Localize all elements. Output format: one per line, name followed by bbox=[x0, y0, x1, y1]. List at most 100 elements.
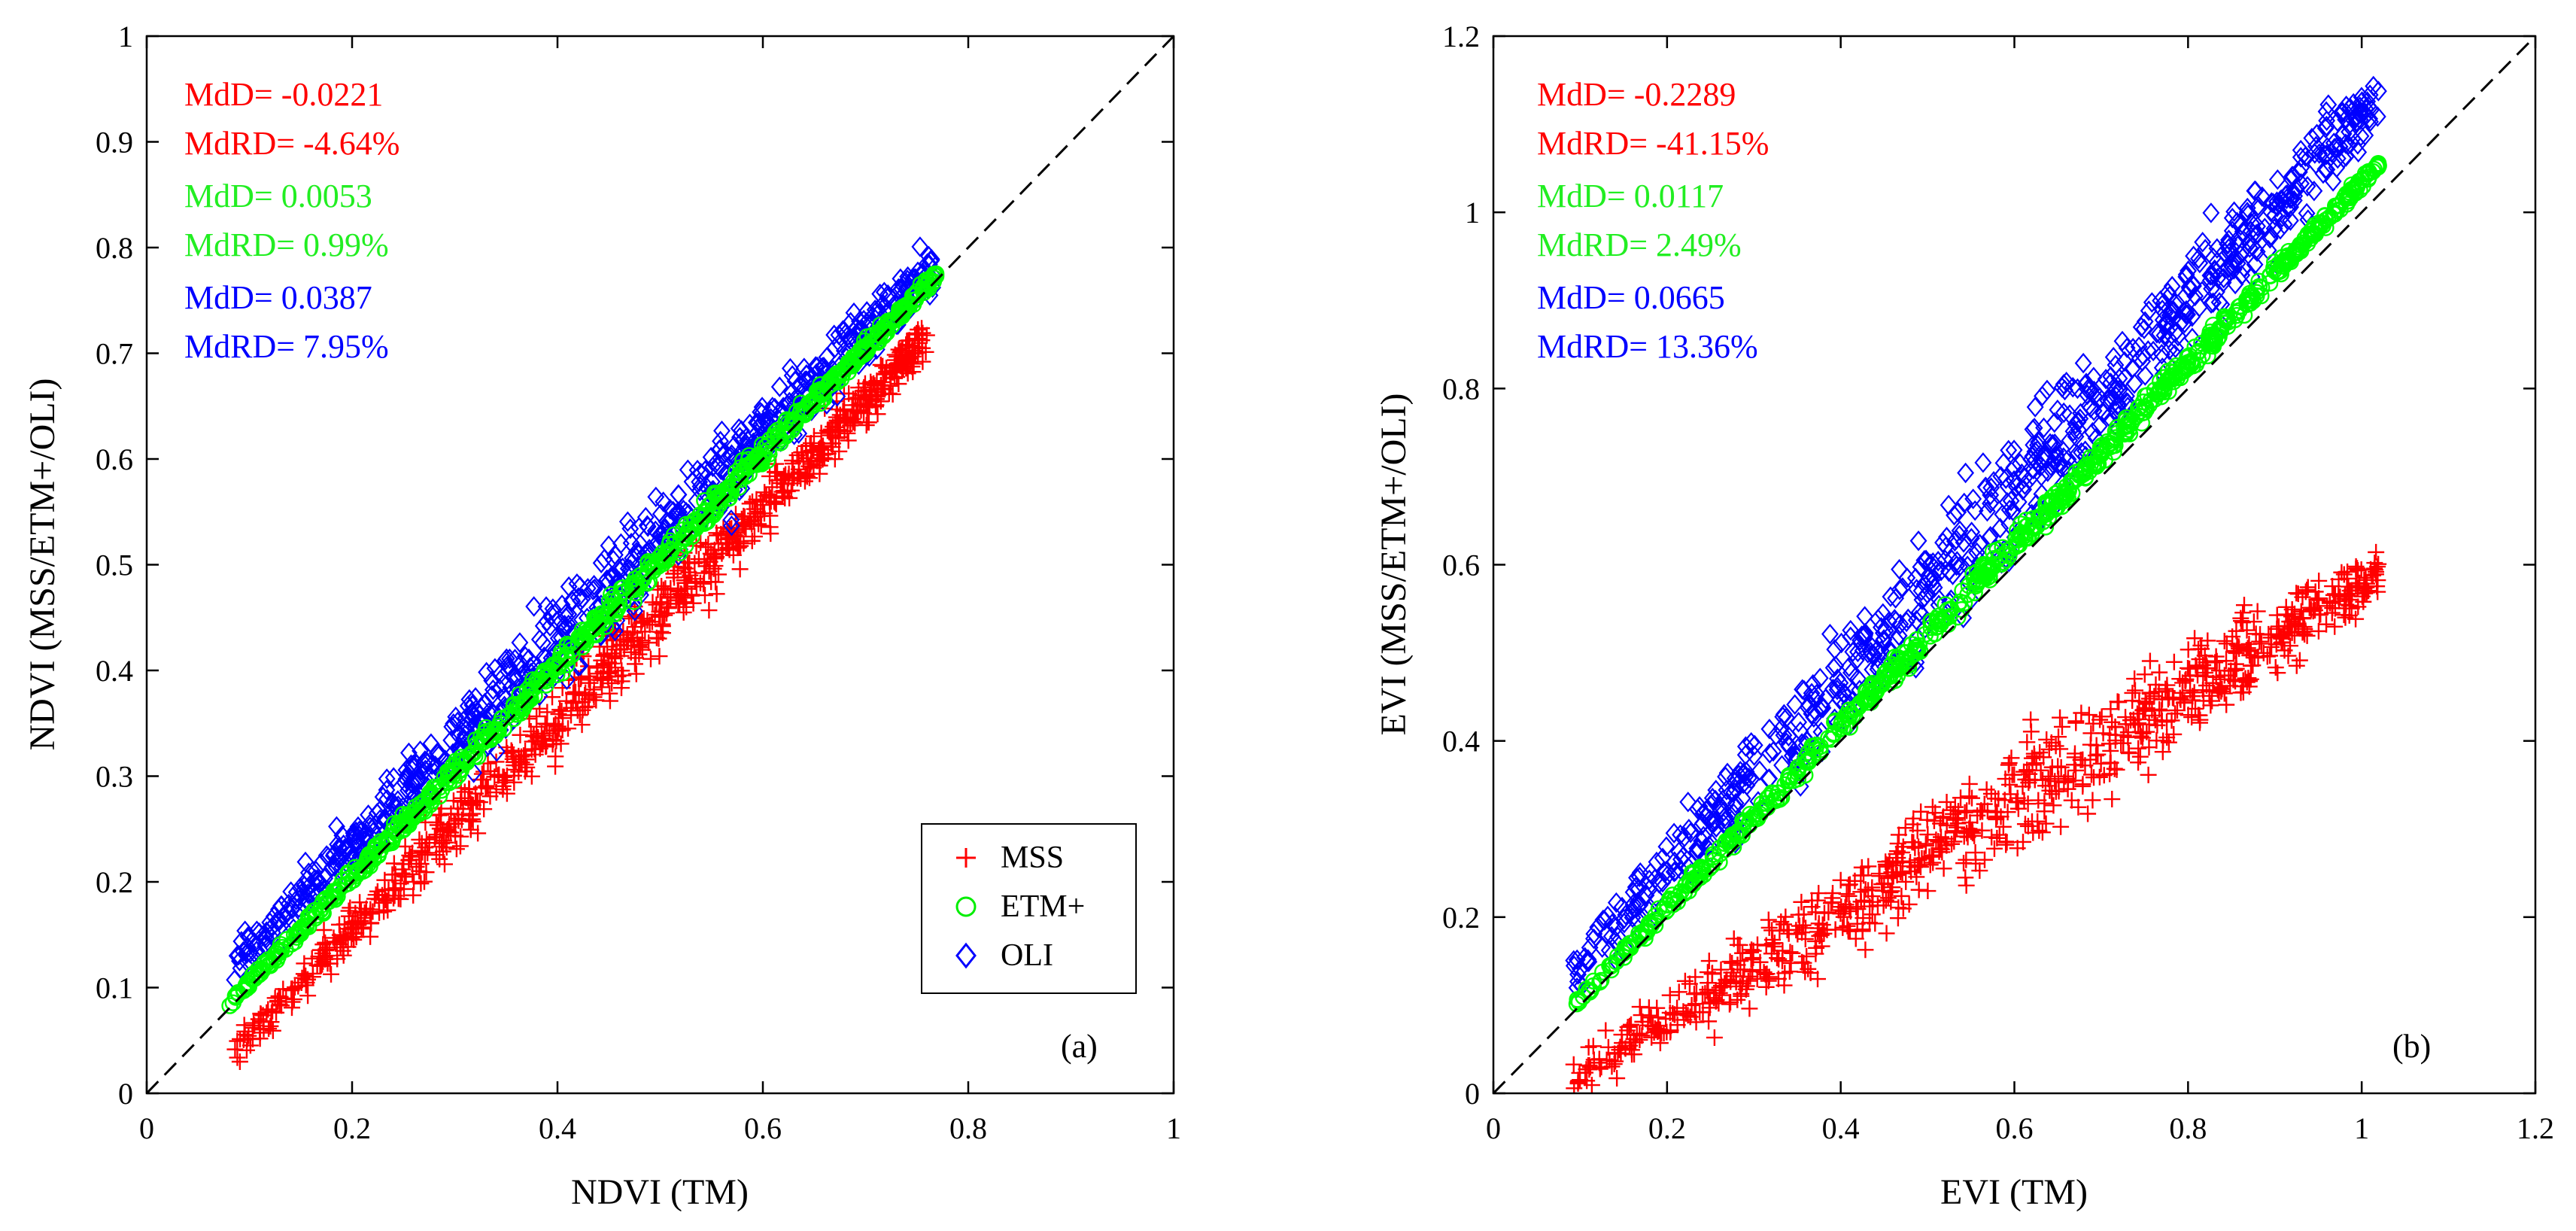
panel-a-mss-point bbox=[870, 383, 887, 400]
panel-b-oli-point bbox=[1937, 536, 1955, 558]
panel-a-etm-point bbox=[826, 371, 843, 389]
panel-a-mss-point bbox=[825, 435, 842, 452]
panel-a-mss-point bbox=[490, 767, 507, 784]
panel-a-etm-point bbox=[360, 846, 378, 863]
panel-a-oli-point bbox=[624, 548, 641, 569]
panel-b-oli-point bbox=[2000, 439, 2018, 461]
panel-b-mss-point bbox=[1703, 965, 1721, 983]
panel-b-etm-point bbox=[1569, 992, 1587, 1010]
panel-b-mss-point bbox=[2032, 761, 2049, 779]
panel-a-mss-point bbox=[772, 475, 789, 492]
panel-a-mss-point bbox=[627, 649, 644, 667]
legend-oli-label: OLI bbox=[1001, 938, 1053, 973]
panel-b-oli-point bbox=[2183, 306, 2201, 327]
panel-a-oli-point bbox=[296, 875, 313, 897]
panel-b-mss-point bbox=[1590, 1054, 1608, 1071]
panel-b-mss-point bbox=[1946, 822, 1964, 840]
panel-b-mss-point bbox=[1631, 1031, 1648, 1048]
panel-a-y-tick-label: 0.1 bbox=[96, 971, 133, 1005]
panel-b-etm-point bbox=[1602, 961, 1620, 979]
panel-a-etm-point bbox=[606, 605, 623, 623]
panel-a-mss-point bbox=[861, 386, 879, 403]
panel-b-etm-point bbox=[2007, 538, 2025, 555]
panel-a-mss-point bbox=[340, 902, 357, 919]
panel-b-mss-point bbox=[2067, 714, 2085, 731]
panel-b-etm-point bbox=[2164, 360, 2183, 378]
panel-a-x-tick-label: 0 bbox=[139, 1111, 154, 1145]
panel-a-mss-point bbox=[822, 421, 840, 438]
panel-a-mss-point bbox=[802, 434, 819, 451]
panel-b-mss-point bbox=[1879, 856, 1897, 874]
panel-b-mss-point bbox=[1919, 826, 1937, 843]
panel-b-oli-point bbox=[2353, 87, 2371, 108]
panel-a-mss-point bbox=[582, 674, 599, 691]
panel-b-oli-point bbox=[1915, 573, 1934, 594]
panel-a-mss-point bbox=[588, 691, 605, 709]
panel-b-mss-point bbox=[2208, 652, 2225, 670]
panel-b-oli-point bbox=[2140, 300, 2158, 321]
panel-b-mss-point bbox=[1653, 1025, 1670, 1042]
panel-b-mss-point bbox=[1751, 962, 1769, 979]
panel-b-mss-point bbox=[1894, 865, 1911, 882]
panel-a-mss-point bbox=[707, 573, 724, 591]
panel-b-mss-point bbox=[2209, 682, 2226, 699]
panel-b-mss-point bbox=[1961, 788, 1978, 805]
panel-b-mss-point bbox=[1701, 999, 1718, 1017]
panel-b-oli-point bbox=[1811, 667, 1829, 688]
panel-a-etm-point bbox=[548, 666, 566, 684]
panel-a-etm-point bbox=[661, 541, 679, 559]
panel-a-oli-point bbox=[571, 576, 589, 597]
panel-a-mss-point bbox=[447, 827, 464, 844]
panel-a-mss-point bbox=[642, 650, 660, 667]
panel-a-etm-point bbox=[229, 985, 248, 1002]
panel-b-oli-point bbox=[1977, 477, 1995, 498]
panel-a-mss-point bbox=[418, 831, 435, 848]
panel-a-mss-point bbox=[385, 855, 402, 872]
panel-b-mss-point bbox=[2318, 616, 2335, 633]
panel-a-mss-point bbox=[894, 339, 911, 357]
panel-b-oli-point bbox=[1578, 951, 1596, 972]
panel-b-etm-point bbox=[2173, 358, 2190, 375]
panel-b-etm-point bbox=[2107, 429, 2125, 446]
panel-b-mss-point bbox=[1897, 819, 1914, 837]
panel-b-oli-point bbox=[2110, 368, 2128, 389]
panel-b-mss-point bbox=[1877, 853, 1894, 871]
panel-a-mss-point bbox=[375, 894, 392, 911]
panel-b-mss-point bbox=[2234, 614, 2251, 631]
panel-b-mss-point bbox=[1874, 882, 1891, 899]
panel-b-mss-point bbox=[2119, 724, 2137, 741]
panel-b-oli-point bbox=[1736, 736, 1754, 757]
legend-etm-marker bbox=[955, 896, 977, 917]
panel-b-mss-point bbox=[1648, 999, 1666, 1017]
panel-a-mss-point bbox=[790, 453, 807, 470]
panel-a-oli-point bbox=[307, 860, 325, 882]
panel-a-oli-point bbox=[263, 917, 281, 938]
panel-a-mss-point bbox=[596, 646, 613, 664]
panel-a-mss-point bbox=[374, 886, 391, 904]
panel-a-etm-point bbox=[869, 333, 886, 351]
panel-a-mss-point bbox=[872, 380, 889, 397]
panel-b-oli-point bbox=[2072, 403, 2090, 424]
panel-b-oli-point bbox=[1970, 533, 1988, 555]
panel-a-oli-point bbox=[296, 851, 314, 873]
panel-b-oli-point bbox=[2175, 301, 2193, 322]
panel-b-series-etm bbox=[1568, 154, 2387, 1013]
panel-b-mss-point bbox=[2310, 590, 2328, 607]
panel-b-oli-point bbox=[1907, 609, 1925, 631]
panel-b-x-axis-label: EVI (TM) bbox=[1940, 1172, 2088, 1212]
panel-b-mss-point bbox=[1593, 1059, 1610, 1076]
panel-b-oli-point bbox=[2271, 219, 2289, 240]
panel-b-mss-point bbox=[1869, 897, 1886, 914]
panel-a-x-axis-label: NDVI (TM) bbox=[571, 1172, 749, 1212]
panel-b-oli-point bbox=[1891, 558, 1909, 580]
panel-a-mss-point bbox=[640, 634, 658, 652]
panel-b-mss-point bbox=[1810, 885, 1827, 902]
panel-a-etm-point bbox=[288, 929, 305, 946]
panel-a-etm-point bbox=[886, 311, 904, 329]
panel-b-mss-point bbox=[1971, 862, 1988, 880]
panel-a-oli-point bbox=[251, 922, 269, 944]
panel-b-oli-point bbox=[2046, 412, 2064, 433]
panel-b-mss-point bbox=[1842, 903, 1859, 920]
panel-a-oli-point bbox=[774, 397, 792, 418]
panel-b-oli-point bbox=[2055, 402, 2073, 424]
